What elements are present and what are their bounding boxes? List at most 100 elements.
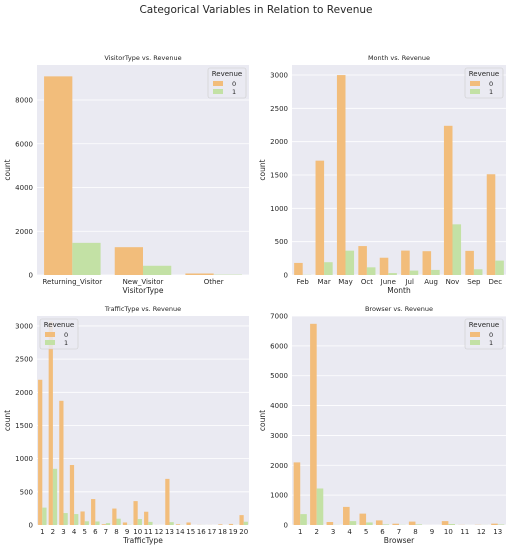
bar [452,224,462,275]
x-tick-label: 1 [40,528,44,536]
y-axis-label: count [258,159,267,180]
y-tick-label: 1000 [270,205,288,213]
y-tick-label: 2500 [15,356,33,364]
legend-entry: 1 [232,88,236,96]
x-tick-label: Mar [317,278,330,286]
bar [448,524,455,525]
y-tick-label: 6000 [15,140,33,148]
y-tick-label: 1500 [270,172,288,180]
x-tick-label: Dec [489,278,503,286]
legend-entry: 0 [232,80,236,88]
bar [228,523,234,525]
y-tick-label: 1000 [15,455,33,463]
x-tick-label: 15 [186,528,195,536]
legend-swatch [470,332,480,337]
chart-title: Browser vs. Revenue [365,305,433,313]
bar [74,514,79,525]
y-tick-label: 4000 [15,184,33,192]
plot-area [292,316,506,525]
bar [114,247,143,275]
bar [415,524,423,525]
x-tick-label: Aug [424,278,438,286]
y-tick-label: 500 [20,488,33,496]
x-tick-label: Jul [404,278,414,286]
bar [443,125,453,275]
bar [59,400,64,525]
y-tick-label: 3000 [270,72,288,80]
x-axis-label: Month [387,286,411,295]
legend-swatch [213,81,223,86]
x-tick-label: 10 [133,528,142,536]
x-tick-label: 11 [460,528,469,536]
x-tick-label: 9 [430,528,434,536]
y-tick-label: 0 [284,272,288,280]
y-tick-label: 3000 [270,432,288,440]
bar [48,321,53,525]
bar [137,519,142,525]
x-axis-label: Browser [384,536,415,545]
legend: Revenue 01 [39,318,79,350]
x-tick-label: 20 [239,528,248,536]
bar [63,513,68,525]
y-tick-label: 2000 [270,462,288,470]
legend-swatch [470,340,480,345]
y-tick-label: 0 [29,522,33,530]
bar [72,242,101,275]
y-tick-label: 7000 [270,313,288,321]
legend: Revenue 01 [207,67,247,99]
x-tick-label: Sep [467,278,481,286]
x-axis-label: TrafficType [122,536,163,545]
bar [408,521,416,525]
bar [375,520,383,525]
bar [422,251,432,275]
x-tick-label: Feb [296,278,309,286]
bar [300,514,307,525]
x-tick-label: 9 [125,528,129,536]
bar [243,521,248,525]
y-tick-label: 500 [275,238,288,246]
bar [431,269,440,275]
legend-title: Revenue [44,321,75,329]
bar [239,515,244,525]
y-tick-label: 2500 [270,105,288,113]
x-tick-label: 18 [218,528,227,536]
bar [186,522,191,525]
legend-entry: 0 [489,80,493,88]
bar [366,522,373,525]
bar [143,265,172,275]
bar [44,76,73,276]
bar [185,273,214,275]
bar [69,465,75,525]
bar [379,257,389,275]
x-tick-label: 19 [229,528,238,536]
legend-swatch [45,340,55,345]
y-tick-label: 1000 [270,492,288,500]
y-tick-label: 4000 [270,402,288,410]
bar [473,269,483,275]
legend-entry: 0 [489,331,493,339]
bar [495,260,504,275]
bar [345,250,355,275]
x-tick-label: 1 [298,528,302,536]
x-tick-label: 7 [104,528,108,536]
y-axis-label: count [258,410,267,431]
y-tick-label: 6000 [270,342,288,350]
bar [324,262,333,275]
x-tick-label: 4 [72,528,77,536]
x-tick-label: 17 [207,528,216,536]
bar [95,521,100,525]
bar [38,379,43,525]
x-tick-label: 14 [176,528,185,536]
x-tick-label: 2 [51,528,55,536]
y-tick-label: 2000 [15,389,33,397]
legend-swatch [470,81,480,86]
figure-title: Categorical Variables in Relation to Rev… [139,4,373,16]
bar [359,513,367,525]
bar [343,506,350,525]
bar [101,524,106,525]
y-tick-label: 2000 [15,228,33,236]
x-tick-label: Nov [446,278,460,286]
